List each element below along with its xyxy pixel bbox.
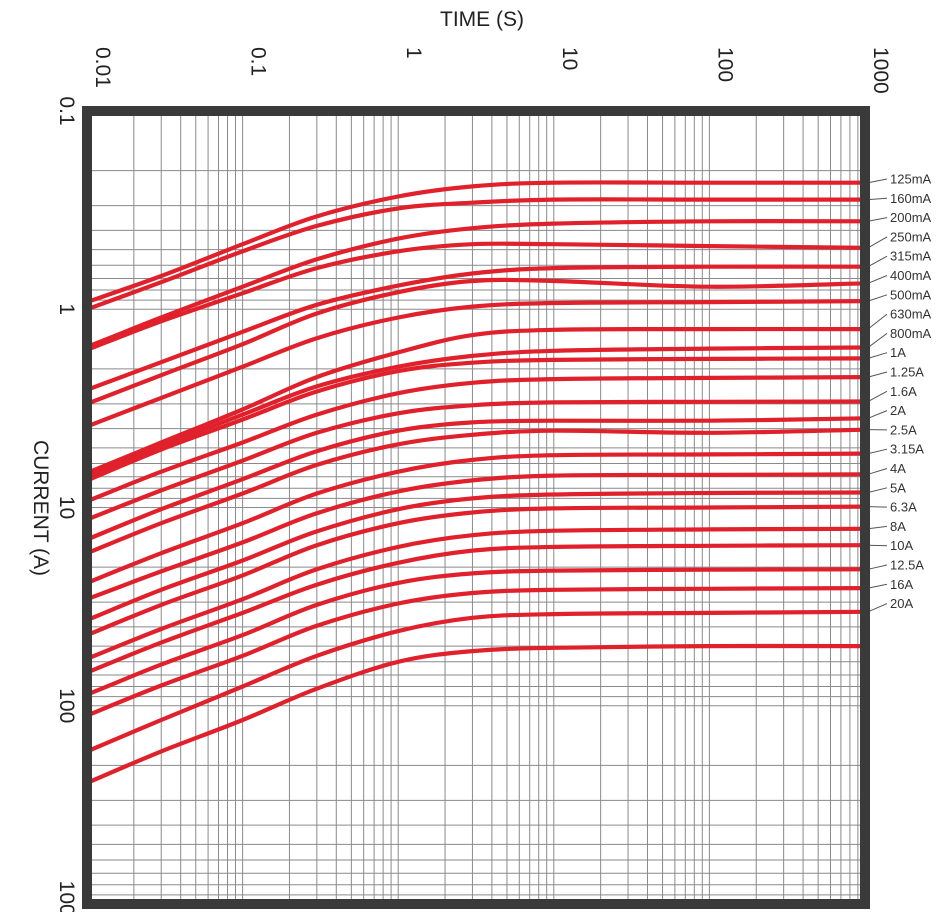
y-tick-label: 10 [55, 496, 78, 519]
x-tick-label: 1000 [869, 47, 892, 94]
series-leader-line [867, 275, 888, 284]
plot-frame [82, 106, 870, 909]
series-line [84, 472, 868, 602]
series-label: 8A [890, 519, 906, 534]
series-leader-line [867, 583, 888, 589]
series-label: 6.3A [890, 500, 917, 515]
series-label: 500mA [890, 287, 932, 302]
series-leader-line [867, 487, 888, 493]
series-label: 400mA [890, 268, 932, 283]
series-line [84, 427, 868, 556]
series-label: 5A [890, 480, 906, 495]
series-label: 2.5A [890, 422, 917, 437]
x-tick-label: 100 [713, 47, 736, 82]
x-tick-label: 0.1 [247, 47, 270, 76]
series-label: 16A [890, 577, 913, 592]
series-leader-line [867, 332, 888, 348]
series-line [84, 326, 868, 476]
x-tick-label: 10 [558, 47, 581, 70]
series-leader-line [867, 410, 888, 419]
series-leader-line [867, 448, 888, 455]
y-tick-label: 1000 [55, 881, 78, 912]
series-label: 3.15A [890, 442, 924, 457]
series-label: 20A [890, 596, 913, 611]
series-lines [84, 180, 868, 785]
series-line [84, 567, 868, 697]
series-line [84, 299, 868, 429]
series-line [84, 526, 868, 661]
y-tick-label: 100 [55, 688, 78, 723]
series-line [84, 399, 868, 522]
x-tick-label: 1 [402, 47, 425, 59]
series-line [84, 504, 868, 638]
series-label: 10A [890, 538, 913, 553]
series-label: 1.6A [890, 384, 917, 399]
series-leader-line [867, 178, 888, 184]
series-labels: 125mA 160mA 200mA 250mA 315mA 400mA 500mA 630mA… [867, 172, 932, 613]
series-line [84, 277, 868, 406]
series-line [84, 264, 868, 392]
series-label: 12.5A [890, 558, 924, 573]
series-label: 315mA [890, 249, 932, 264]
series-line [84, 180, 868, 305]
series-leader-line [867, 217, 888, 222]
series-leader-line [867, 390, 888, 402]
series-leader-line [867, 294, 888, 302]
series-line [84, 609, 868, 754]
series-label: 160mA [890, 191, 932, 206]
series-line [84, 345, 868, 479]
series-leader-line [867, 371, 888, 378]
series-line [84, 219, 868, 350]
series-label: 250mA [890, 229, 932, 244]
y-tick-label: 0.1 [55, 96, 78, 125]
series-label: 1A [890, 345, 906, 360]
series-leader-line [867, 197, 888, 201]
series-leader-line [867, 468, 888, 475]
series-label: 1.25A [890, 365, 924, 380]
series-line [84, 356, 868, 483]
series-leader-line [867, 525, 888, 530]
series-line [84, 451, 868, 585]
y-tick-label: 1 [55, 303, 78, 315]
series-label: 630mA [890, 307, 932, 322]
series-leader-line [867, 255, 888, 268]
series-line [84, 643, 868, 785]
y-tick-labels: 0.1 1 10 100 1000 [55, 96, 78, 912]
series-line [84, 543, 868, 675]
series-leader-line [867, 352, 888, 359]
series-leader-line [867, 564, 888, 570]
x-tick-label: 0.01 [91, 47, 114, 88]
series-line [84, 490, 868, 623]
series-line [84, 586, 868, 718]
series-label: 200mA [890, 210, 932, 225]
series-line [84, 416, 868, 542]
series-line [84, 241, 868, 352]
series-line [84, 197, 868, 312]
series-label: 125mA [890, 172, 932, 187]
x-tick-labels: 0.01 0.1 1 10 100 1000 [91, 47, 892, 94]
series-leader-line [867, 603, 888, 613]
series-leader-line [867, 236, 888, 249]
series-leader-line [867, 313, 888, 330]
series-label: 800mA [890, 326, 932, 341]
series-label: 4A [890, 461, 906, 476]
series-line [84, 375, 868, 504]
x-axis-title: TIME (S) [440, 8, 524, 31]
y-axis-title: CURRENT (A) [29, 440, 52, 576]
series-label: 2A [890, 403, 906, 418]
